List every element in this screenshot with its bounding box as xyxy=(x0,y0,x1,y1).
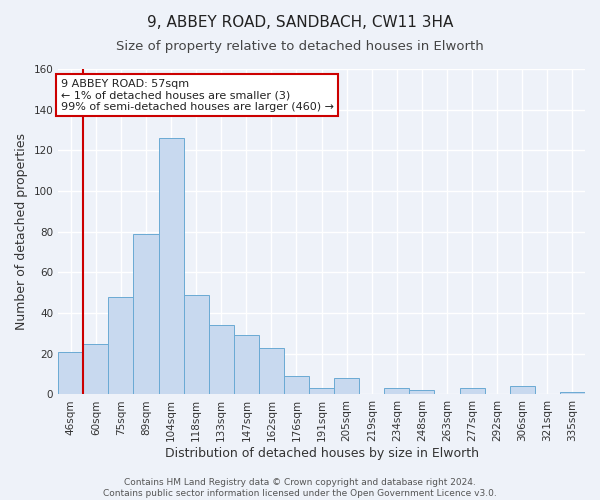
Bar xyxy=(209,326,234,394)
Bar xyxy=(109,297,133,394)
Bar xyxy=(184,295,209,394)
Bar xyxy=(409,390,434,394)
Text: 9, ABBEY ROAD, SANDBACH, CW11 3HA: 9, ABBEY ROAD, SANDBACH, CW11 3HA xyxy=(147,15,453,30)
Text: Contains HM Land Registry data © Crown copyright and database right 2024.
Contai: Contains HM Land Registry data © Crown c… xyxy=(103,478,497,498)
Bar xyxy=(58,352,83,395)
Bar xyxy=(158,138,184,394)
Bar xyxy=(309,388,334,394)
Bar xyxy=(334,378,359,394)
X-axis label: Distribution of detached houses by size in Elworth: Distribution of detached houses by size … xyxy=(164,447,479,460)
Bar xyxy=(284,376,309,394)
Text: Size of property relative to detached houses in Elworth: Size of property relative to detached ho… xyxy=(116,40,484,53)
Bar xyxy=(560,392,585,394)
Bar xyxy=(83,344,109,394)
Bar xyxy=(385,388,409,394)
Text: 9 ABBEY ROAD: 57sqm
← 1% of detached houses are smaller (3)
99% of semi-detached: 9 ABBEY ROAD: 57sqm ← 1% of detached hou… xyxy=(61,79,334,112)
Bar xyxy=(259,348,284,395)
Bar xyxy=(460,388,485,394)
Bar xyxy=(510,386,535,394)
Bar xyxy=(133,234,158,394)
Bar xyxy=(234,336,259,394)
Y-axis label: Number of detached properties: Number of detached properties xyxy=(15,133,28,330)
